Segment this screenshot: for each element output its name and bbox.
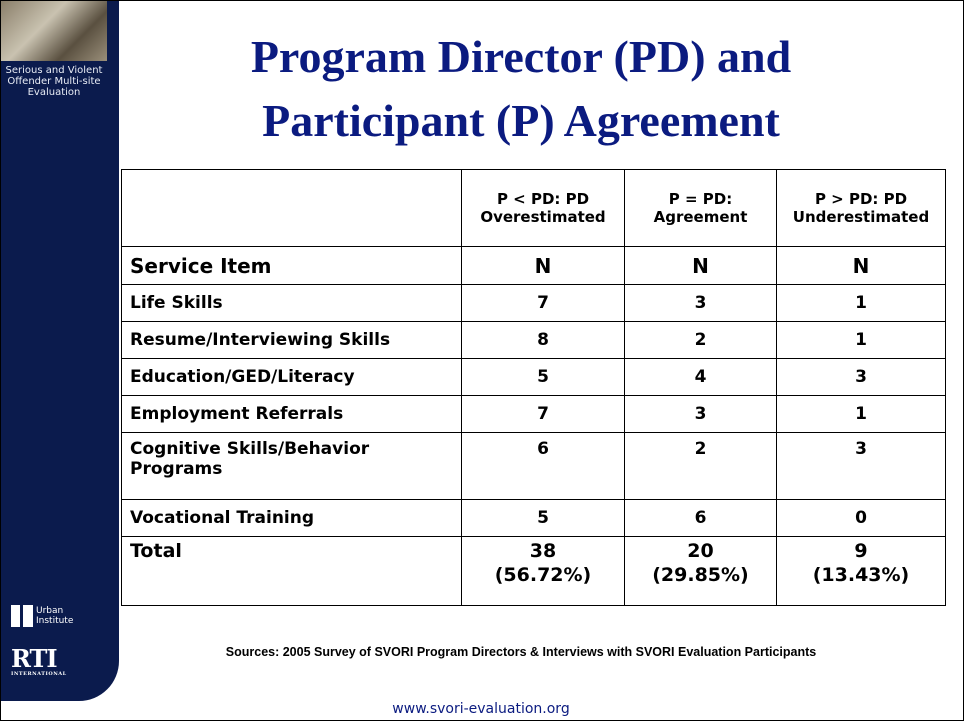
table-row: Employment Referrals 7 3 1 bbox=[121, 395, 946, 433]
cell: 4 bbox=[624, 358, 777, 396]
table-row: Resume/Interviewing Skills 8 2 1 bbox=[121, 321, 946, 359]
table-row: Cognitive Skills/Behavior Programs 6 2 3 bbox=[121, 432, 946, 500]
title-line: Program Director (PD) and bbox=[250, 31, 792, 82]
cell: 38 (56.72%) bbox=[461, 536, 625, 606]
total-percent: (56.72%) bbox=[494, 564, 592, 586]
photo bbox=[1, 1, 107, 61]
column-header: P < PD: PD Overestimated bbox=[461, 169, 625, 247]
total-percent: (13.43%) bbox=[812, 564, 910, 586]
cell: 1 bbox=[776, 395, 946, 433]
cell: 6 bbox=[461, 432, 625, 500]
cell: 20 (29.85%) bbox=[624, 536, 777, 606]
cell: 3 bbox=[776, 358, 946, 396]
sidebar: Serious and Violent Offender Multi-site … bbox=[1, 1, 119, 701]
header-row: P < PD: PD Overestimated P = PD: Agreemen… bbox=[121, 169, 946, 247]
column-header: P = PD: Agreement bbox=[624, 169, 777, 247]
logo-icon bbox=[11, 605, 33, 627]
subheader-cell: Service Item bbox=[121, 246, 462, 285]
row-label: Life Skills bbox=[121, 284, 462, 322]
cell: 2 bbox=[624, 432, 777, 500]
column-header: P > PD: PD Underestimated bbox=[776, 169, 946, 247]
cell: 8 bbox=[461, 321, 625, 359]
total-percent: (29.85%) bbox=[652, 564, 749, 586]
logo-text: RTI bbox=[11, 644, 58, 673]
cell: 7 bbox=[461, 395, 625, 433]
title-line: Participant (P) Agreement bbox=[262, 95, 780, 146]
cell: 3 bbox=[624, 284, 777, 322]
cell: 5 bbox=[461, 499, 625, 537]
row-label: Cognitive Skills/Behavior Programs bbox=[121, 432, 462, 500]
source-note: Sources: 2005 Survey of SVORI Program Di… bbox=[225, 645, 817, 659]
row-label: Education/GED/Literacy bbox=[121, 358, 462, 396]
cell: 7 bbox=[461, 284, 625, 322]
urban-logo: Urban Institute bbox=[11, 605, 86, 627]
cell: 6 bbox=[624, 499, 777, 537]
table-row: Life Skills 7 3 1 bbox=[121, 284, 946, 322]
cell: 2 bbox=[624, 321, 777, 359]
cell: 9 (13.43%) bbox=[776, 536, 946, 606]
cell: 1 bbox=[776, 321, 946, 359]
row-label: Total bbox=[121, 536, 462, 606]
rti-logo: RTI INTERNATIONAL bbox=[11, 644, 67, 678]
table: P < PD: PD Overestimated P = PD: Agreemen… bbox=[121, 169, 946, 606]
sidebar-label: Serious and Violent Offender Multi-site … bbox=[5, 65, 103, 98]
subheader-cell: N bbox=[461, 246, 625, 285]
logo-text: Urban Institute bbox=[36, 606, 74, 626]
table-row: Vocational Training 5 6 0 bbox=[121, 499, 946, 537]
row-label: Resume/Interviewing Skills bbox=[121, 321, 462, 359]
total-row: Total 38 (56.72%) 20 (29.85%) 9 (13.43%) bbox=[121, 536, 946, 606]
subheader-row: Service Item N N N bbox=[121, 246, 946, 285]
cell: 5 bbox=[461, 358, 625, 396]
url: www.svori-evaluation.org bbox=[392, 701, 570, 717]
title: Program Director (PD) and Participant (P)… bbox=[119, 25, 923, 153]
total-count: 9 bbox=[854, 540, 868, 562]
cell: 0 bbox=[776, 499, 946, 537]
logo-subtext: INTERNATIONAL bbox=[11, 671, 67, 677]
cell: 3 bbox=[776, 432, 946, 500]
cell: 3 bbox=[624, 395, 777, 433]
row-label: Employment Referrals bbox=[121, 395, 462, 433]
column-header bbox=[121, 169, 462, 247]
total-count: 38 bbox=[529, 540, 557, 562]
subheader-cell: N bbox=[624, 246, 777, 285]
subheader-cell: N bbox=[776, 246, 946, 285]
cell: 1 bbox=[776, 284, 946, 322]
row-label: Vocational Training bbox=[121, 499, 462, 537]
total-count: 20 bbox=[687, 540, 714, 562]
table-row: Education/GED/Literacy 5 4 3 bbox=[121, 358, 946, 396]
